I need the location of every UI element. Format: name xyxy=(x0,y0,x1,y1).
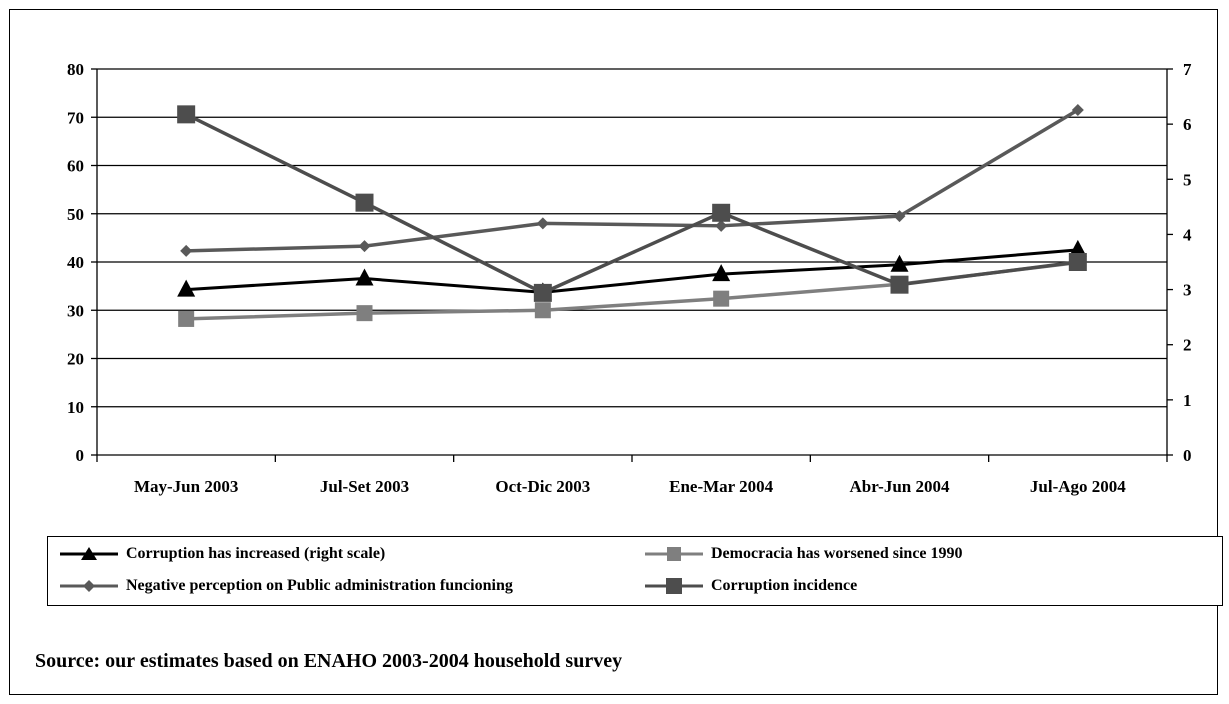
right-tick-label: 1 xyxy=(1183,391,1192,410)
x-tick-label: Jul-Ago 2004 xyxy=(1030,477,1126,496)
series-line xyxy=(186,108,1079,253)
data-point-diamond xyxy=(893,210,906,223)
data-point-triangle xyxy=(1068,239,1087,257)
x-tick-label: Abr-Jun 2004 xyxy=(850,477,950,496)
x-axis-ticks: May-Jun 2003 Jul-Set 2003 Oct-Dic 2003 Ene-… xyxy=(134,477,1126,496)
legend-item-democracia-worsened: Democracia has worsened since 1990 xyxy=(645,545,963,563)
x-tick-label: Oct-Dic 2003 xyxy=(495,477,590,496)
series-line xyxy=(185,112,1079,295)
right-tick-label: 7 xyxy=(1183,60,1192,79)
left-tick-label: 50 xyxy=(67,205,84,224)
gridlines xyxy=(97,68,1167,408)
data-point-square-large xyxy=(177,105,196,124)
axes xyxy=(91,68,1173,462)
data-point-triangle xyxy=(712,264,731,282)
data-point-diamond xyxy=(1071,104,1084,117)
right-tick-label: 4 xyxy=(1183,225,1192,244)
right-axis-ticks: 0 1 2 3 4 5 6 7 xyxy=(1183,60,1192,465)
source-note: Source: our estimates based on ENAHO 200… xyxy=(35,650,623,672)
right-tick-label: 5 xyxy=(1183,170,1192,189)
left-tick-label: 20 xyxy=(67,350,84,369)
legend: Corruption has increased (right scale) D… xyxy=(47,536,1223,606)
x-tick-label: Jul-Set 2003 xyxy=(320,477,409,496)
data-point-square xyxy=(356,305,373,322)
legend-item-corruption-incidence: Corruption incidence xyxy=(645,577,857,595)
right-tick-label: 0 xyxy=(1183,446,1192,465)
data-point-diamond xyxy=(180,244,193,257)
legend-swatch-diamond xyxy=(60,580,118,592)
data-point-square-large xyxy=(890,275,909,294)
legend-item-negative-perception: Negative perception on Public administra… xyxy=(60,577,513,595)
legend-swatch-square xyxy=(645,547,703,561)
data-point-square-large xyxy=(712,203,731,222)
legend-label: Corruption incidence xyxy=(711,577,858,594)
left-tick-label: 0 xyxy=(76,446,85,465)
data-point-diamond xyxy=(536,217,549,230)
data-point-diamond xyxy=(715,219,728,232)
legend-label: Corruption has increased (right scale) xyxy=(126,545,386,562)
left-tick-label: 70 xyxy=(67,108,84,127)
right-tick-label: 2 xyxy=(1183,336,1192,355)
data-point-square xyxy=(534,302,551,319)
left-tick-label: 60 xyxy=(67,157,84,176)
x-tick-label: Ene-Mar 2004 xyxy=(669,477,774,496)
left-tick-label: 40 xyxy=(67,253,84,272)
series-lines xyxy=(177,104,1087,327)
right-tick-label: 3 xyxy=(1183,281,1192,300)
data-point-diamond xyxy=(358,240,371,253)
data-point-square-large xyxy=(533,283,552,302)
data-point-square-large xyxy=(1068,253,1087,271)
data-point-triangle xyxy=(355,268,374,286)
legend-label: Negative perception on Public administra… xyxy=(126,577,513,594)
data-point-triangle xyxy=(890,254,909,272)
x-tick-label: May-Jun 2003 xyxy=(134,477,238,496)
right-tick-label: 6 xyxy=(1183,115,1192,134)
data-point-square-large xyxy=(355,193,374,212)
legend-swatch-square-large xyxy=(645,578,703,594)
data-point-square xyxy=(713,290,730,307)
left-tick-label: 10 xyxy=(67,398,84,417)
left-tick-label: 80 xyxy=(67,60,84,79)
data-point-square xyxy=(178,310,195,327)
legend-label: Democracia has worsened since 1990 xyxy=(711,545,963,562)
data-point-triangle xyxy=(177,279,196,297)
legend-item-corruption-increased: Corruption has increased (right scale) xyxy=(60,545,385,563)
left-tick-label: 30 xyxy=(67,301,84,320)
left-axis-ticks: 0 10 20 30 40 50 60 70 80 xyxy=(67,60,84,465)
legend-swatch-triangle xyxy=(60,547,118,560)
series-line xyxy=(186,248,1078,294)
